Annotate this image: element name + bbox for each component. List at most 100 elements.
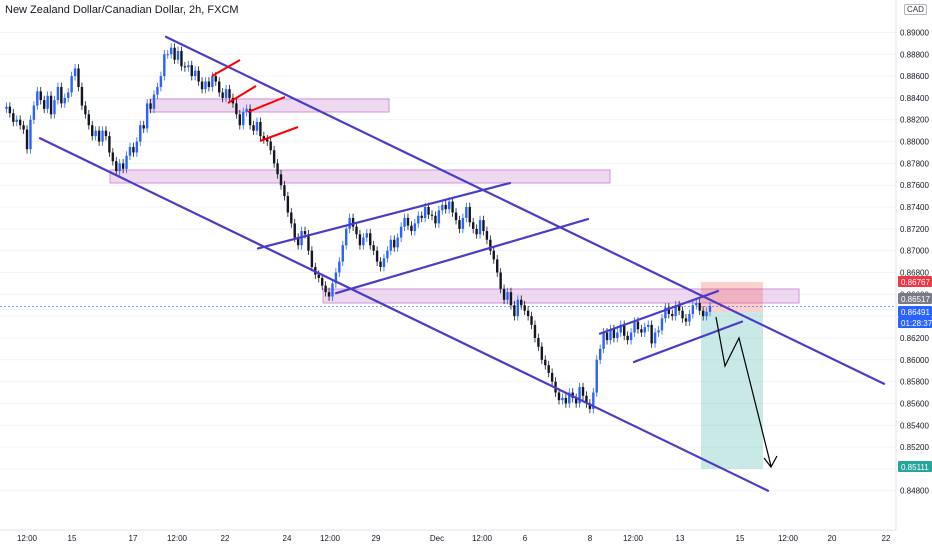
candle-body	[310, 250, 314, 268]
take-profit-zone	[701, 312, 763, 469]
x-tick-label: 12:00	[17, 534, 38, 543]
candle-body	[647, 324, 650, 328]
candle-body	[111, 152, 115, 162]
candle-body	[441, 204, 444, 211]
candle-body	[320, 277, 324, 286]
candle-body	[691, 305, 695, 314]
projection-arrow	[715, 316, 778, 469]
candle-body	[375, 250, 379, 262]
candle-body	[509, 292, 513, 306]
price-tag-bg	[898, 306, 932, 317]
y-tick-label: 0.87800	[900, 159, 929, 168]
y-tick-label: 0.85400	[900, 421, 929, 430]
candle-body	[499, 272, 502, 289]
candle-body	[708, 306, 712, 312]
candle-body	[417, 215, 420, 224]
candle-body	[60, 87, 63, 104]
channel-lower-descending	[38, 137, 770, 492]
candle-body	[496, 259, 499, 273]
candle-body	[252, 125, 255, 131]
candle-body	[564, 397, 568, 404]
candle-body	[139, 125, 142, 142]
candle-body	[458, 220, 461, 229]
candle-body	[684, 318, 688, 322]
candle-body	[616, 332, 619, 338]
candle-body	[324, 285, 327, 293]
candle-body	[115, 161, 118, 172]
price-tag-bg	[898, 276, 932, 287]
candle-body	[533, 324, 537, 338]
candle-body	[695, 303, 698, 306]
candle-body	[568, 392, 571, 404]
x-tick-label: 12:00	[167, 534, 188, 543]
y-tick-label: 0.88600	[900, 72, 929, 81]
candle-body	[125, 155, 128, 169]
candle-body	[25, 129, 29, 150]
candle-body	[211, 76, 214, 88]
y-tick-label: 0.88800	[900, 50, 929, 59]
candle-body	[705, 311, 708, 317]
candle-body	[338, 261, 341, 273]
candle-body	[272, 150, 276, 164]
candle-body	[80, 87, 84, 106]
x-tick-label: 12:00	[778, 534, 799, 543]
candle-body	[242, 112, 245, 126]
candle-body	[245, 108, 248, 113]
y-tick-label: 0.87200	[900, 225, 929, 234]
candle-body	[296, 237, 300, 246]
candle-body	[636, 321, 640, 330]
x-tick-label: 20	[828, 534, 837, 543]
candle-body	[286, 196, 290, 213]
y-tick-label: 0.84800	[900, 487, 929, 496]
candle-body	[221, 92, 224, 98]
candle-body	[516, 299, 520, 317]
candle-body	[77, 68, 80, 88]
candle-body	[101, 130, 104, 142]
candle-body	[468, 207, 471, 223]
candle-body	[461, 217, 465, 229]
arrow-head	[763, 455, 778, 469]
candle-body	[389, 239, 393, 251]
candle-body	[97, 130, 101, 142]
candle-body	[626, 335, 629, 341]
candle-body	[609, 329, 612, 341]
channel-right-rising-high	[598, 289, 720, 335]
candle-body	[67, 92, 70, 98]
candle-body	[537, 337, 540, 347]
candle-body	[365, 233, 368, 238]
red-marker	[227, 85, 257, 104]
candle-body	[622, 324, 626, 336]
candle-body	[327, 292, 331, 297]
candlestick-series	[5, 43, 712, 414]
candle-body	[410, 225, 413, 232]
price-axis[interactable]: 0.89000 0.88800 0.88600 0.88400 0.88200 0.880…	[895, 0, 932, 550]
candle-body	[598, 348, 602, 360]
candle-body	[121, 163, 125, 169]
candle-body	[403, 217, 406, 227]
candle-body	[379, 261, 382, 268]
candle-body	[657, 330, 660, 333]
candle-body	[640, 329, 643, 333]
symbol-title: New Zealand Dollar/Canadian Dollar, 2h, …	[5, 4, 239, 16]
candle-body	[8, 106, 12, 114]
candle-body	[341, 245, 344, 262]
candle-body	[643, 327, 646, 333]
red-marker	[211, 59, 241, 77]
candle-body	[180, 51, 183, 67]
candle-body	[561, 397, 564, 401]
channel-upper-descending	[164, 35, 886, 385]
candle-body	[358, 234, 362, 246]
y-tick-label: 0.89000	[900, 28, 929, 37]
candle-body	[544, 359, 547, 366]
candle-body	[46, 95, 49, 109]
candle-body	[674, 305, 677, 317]
candle-body	[588, 403, 592, 409]
x-tick-label: 13	[676, 534, 685, 543]
candle-body	[660, 318, 664, 331]
time-axis[interactable]: 12:00 15 17 12:00 22 24 12:00 29 Dec 12:00 6 8 12:00…	[0, 529, 896, 543]
candle-body	[32, 105, 36, 120]
candle-body	[382, 258, 386, 268]
candle-body	[293, 223, 296, 238]
candle-body	[303, 231, 307, 235]
